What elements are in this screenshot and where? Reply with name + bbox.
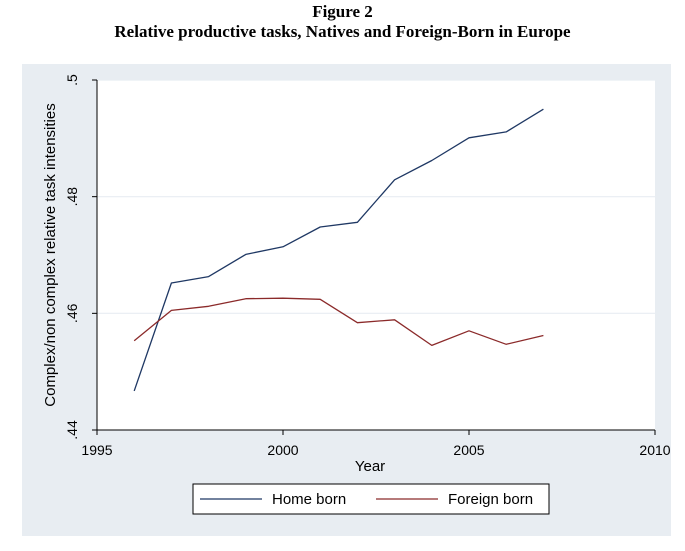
x-tick-label: 2010 [639, 442, 670, 458]
axis-ticks: .44 .46 .48 .5 1995 2000 2005 2010 [64, 74, 671, 458]
legend-label-home-born: Home born [272, 491, 346, 508]
y-tick-label: .46 [64, 303, 80, 323]
x-tick-label: 2005 [453, 442, 484, 458]
x-tick-label: 2000 [267, 442, 298, 458]
series-line-foreign-born [133, 297, 544, 347]
x-axis-title: Year [355, 458, 385, 475]
y-tick-label: .5 [64, 74, 80, 86]
figure-title: Figure 2 [312, 2, 373, 21]
legend-label-foreign-born: Foreign born [448, 491, 533, 508]
figure-subtitle: Relative productive tasks, Natives and F… [114, 22, 571, 41]
series-line-home-born [133, 108, 544, 392]
gridlines [97, 79, 655, 314]
series-lines [133, 108, 544, 392]
x-tick-label: 1995 [81, 442, 112, 458]
axes [96, 80, 655, 431]
plot-area [97, 80, 655, 430]
y-tick-label: .44 [64, 420, 80, 440]
y-axis-title: Complex/non complex relative task intens… [42, 103, 59, 406]
legend: Home born Foreign born [192, 483, 550, 515]
y-tick-label: .48 [64, 187, 80, 207]
